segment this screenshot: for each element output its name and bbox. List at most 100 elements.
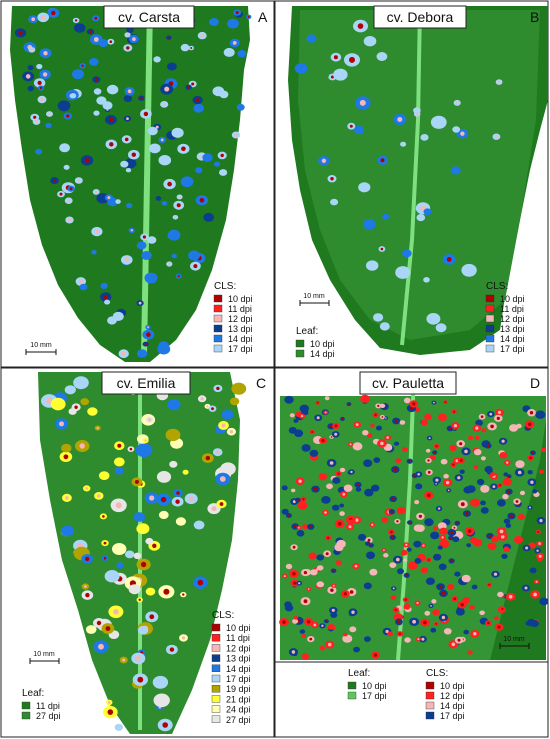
lesion-spot (299, 404, 309, 413)
lesion-core (292, 500, 296, 504)
lesion-spot (161, 201, 168, 206)
lesion-core (473, 632, 477, 636)
lesion-core (417, 473, 421, 476)
lesion-core (533, 592, 537, 597)
lesion-core (487, 621, 490, 625)
lesion-core (309, 637, 313, 641)
lesion-core (460, 603, 464, 607)
lesion-spot (349, 626, 357, 633)
lesion-spot (330, 198, 339, 206)
lesion-core (393, 467, 397, 472)
lesion-core (515, 500, 519, 503)
lesion-spot (539, 597, 549, 606)
lesion-core (539, 519, 543, 523)
lesion-spot (229, 397, 240, 406)
lesion-core (330, 177, 334, 181)
lesion-spot (193, 520, 205, 530)
lesion-spot (106, 84, 119, 95)
lesion-spot (294, 429, 304, 438)
lesion-core (509, 514, 513, 518)
lesion-spot (61, 443, 72, 453)
lesion-spot (468, 435, 474, 440)
lesion-spot (141, 251, 152, 260)
lesion-spot (59, 143, 70, 153)
lesion-core (435, 623, 438, 625)
lesion-core (35, 120, 38, 124)
lesion-core (109, 40, 113, 43)
lesion-spot (319, 645, 326, 651)
lesion-spot (327, 624, 335, 630)
lesion-spot (443, 628, 452, 635)
panel-a-scale-bar: 10 mm (25, 342, 57, 355)
lesion-spot (63, 164, 70, 170)
lesion-core (174, 216, 177, 219)
lesion-spot (137, 625, 149, 635)
lesion-core (316, 401, 319, 404)
lesion-spot (473, 465, 479, 469)
lesion-spot (180, 43, 190, 52)
lesion-spot (219, 90, 229, 99)
lesion-spot (424, 518, 434, 527)
lesion-spot (455, 608, 465, 616)
lesion-core (518, 462, 522, 466)
lesion-spot (89, 58, 99, 66)
lesion-core (46, 397, 53, 404)
panel-c-leaf-legend-title: Leaf: (22, 688, 44, 699)
lesion-spot (447, 584, 455, 590)
lesion-spot (371, 484, 380, 492)
lesion-spot (299, 629, 306, 634)
lesion-core (216, 386, 220, 391)
lesion-spot (180, 176, 194, 187)
lesion-spot (135, 443, 153, 458)
lesion-core (325, 620, 328, 623)
lesion-core (535, 580, 538, 583)
lesion-core (94, 190, 98, 194)
lesion-core (441, 591, 446, 596)
panel-c-cls-swatch (211, 705, 221, 713)
lesion-spot (236, 103, 245, 111)
lesion-spot (449, 444, 457, 452)
panel-b-leaf-label: 14 dpi (310, 349, 335, 359)
lesion-core (453, 410, 456, 413)
lesion-spot (430, 531, 440, 540)
lesion-spot (369, 568, 378, 576)
lesion-core (397, 117, 403, 122)
lesion-spot (454, 571, 461, 577)
lesion-spot (364, 488, 374, 497)
lesion-spot (145, 587, 156, 596)
lesion-core (456, 533, 461, 538)
lesion-core (355, 518, 359, 522)
lesion-core (408, 521, 411, 524)
lesion-spot (188, 250, 201, 261)
lesion-core (488, 583, 491, 586)
lesion-spot (466, 543, 472, 548)
lesion-core (475, 426, 479, 430)
panel-a-lesions (14, 8, 252, 359)
lesion-core (169, 647, 175, 652)
lesion-spot (403, 603, 411, 610)
lesion-core (354, 564, 358, 568)
lesion-spot (425, 577, 435, 585)
lesion-core (453, 424, 457, 428)
panel-b-cls-label: 12 dpi (500, 314, 525, 324)
lesion-core (374, 413, 377, 417)
lesion-spot (462, 596, 471, 604)
lesion-core (326, 397, 329, 400)
panel-d-cls-swatch (425, 681, 435, 690)
lesion-core (177, 275, 180, 278)
lesion-core (102, 515, 105, 518)
lesion-spot (73, 376, 89, 390)
lesion-core (147, 326, 149, 329)
panel-d-title-text: cv. Pauletta (372, 375, 444, 391)
lesion-core (337, 521, 342, 526)
lesion-core (283, 575, 286, 578)
lesion-core (303, 599, 308, 604)
lesion-core (349, 443, 352, 446)
lesion-spot (413, 107, 421, 114)
lesion-core (98, 643, 104, 650)
lesion-core (175, 499, 180, 504)
lesion-spot (452, 126, 461, 133)
lesion-core (103, 541, 107, 545)
